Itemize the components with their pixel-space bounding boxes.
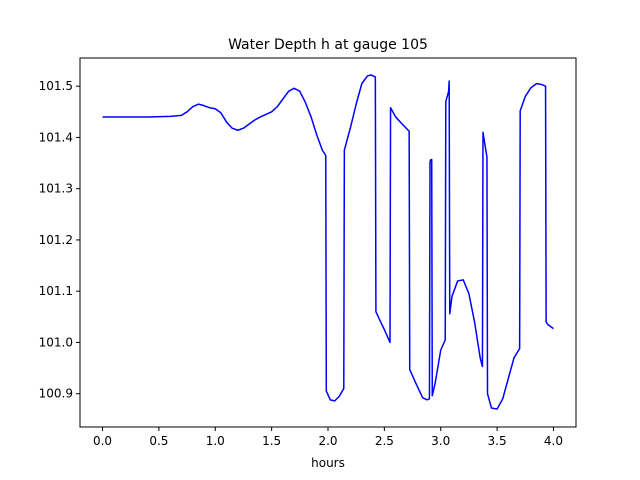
y-tick-label: 101.0 bbox=[39, 335, 73, 349]
x-tick-label: 2.5 bbox=[375, 434, 394, 448]
x-tick-label: 0.5 bbox=[149, 434, 168, 448]
y-tick-label: 101.5 bbox=[39, 79, 73, 93]
series-line-layer bbox=[102, 74, 554, 410]
y-axis-ticks: 100.9 101.0 101.1 101.2 101.3 101.4 101.5 bbox=[39, 79, 80, 401]
x-tick-label: 1.0 bbox=[206, 434, 225, 448]
y-tick-label: 101.2 bbox=[39, 233, 73, 247]
x-tick-label: 3.5 bbox=[488, 434, 507, 448]
x-axis-label: hours bbox=[311, 456, 345, 470]
x-tick-label: 1.5 bbox=[262, 434, 281, 448]
x-tick-label: 0.0 bbox=[93, 434, 112, 448]
chart-title: Water Depth h at gauge 105 bbox=[228, 37, 428, 53]
y-tick-label: 101.4 bbox=[39, 130, 73, 144]
x-tick-label: 2.0 bbox=[318, 434, 337, 448]
series-line-0 bbox=[102, 74, 554, 410]
x-axis-ticks: 0.0 0.5 1.0 1.5 2.0 2.5 3.0 3.5 4.0 bbox=[93, 427, 563, 448]
y-tick-label: 101.3 bbox=[39, 182, 73, 196]
x-tick-label: 4.0 bbox=[544, 434, 563, 448]
y-tick-label: 101.1 bbox=[39, 284, 73, 298]
plot-frame bbox=[79, 57, 577, 428]
y-tick-label: 100.9 bbox=[39, 387, 73, 401]
x-tick-label: 3.0 bbox=[431, 434, 450, 448]
